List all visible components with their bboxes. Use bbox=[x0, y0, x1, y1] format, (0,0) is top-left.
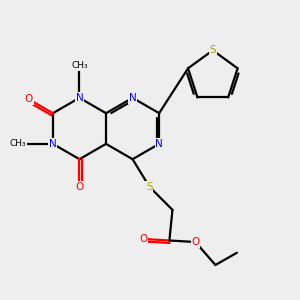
Text: O: O bbox=[25, 94, 33, 104]
Text: N: N bbox=[129, 93, 136, 103]
Text: O: O bbox=[191, 237, 200, 247]
Text: S: S bbox=[209, 45, 216, 55]
Text: CH₃: CH₃ bbox=[71, 61, 88, 70]
Text: S: S bbox=[146, 182, 153, 192]
Text: O: O bbox=[139, 234, 147, 244]
Text: N: N bbox=[155, 139, 163, 149]
Text: N: N bbox=[49, 139, 57, 149]
Text: CH₃: CH₃ bbox=[9, 140, 26, 148]
Text: N: N bbox=[76, 93, 83, 103]
Text: O: O bbox=[75, 182, 84, 192]
